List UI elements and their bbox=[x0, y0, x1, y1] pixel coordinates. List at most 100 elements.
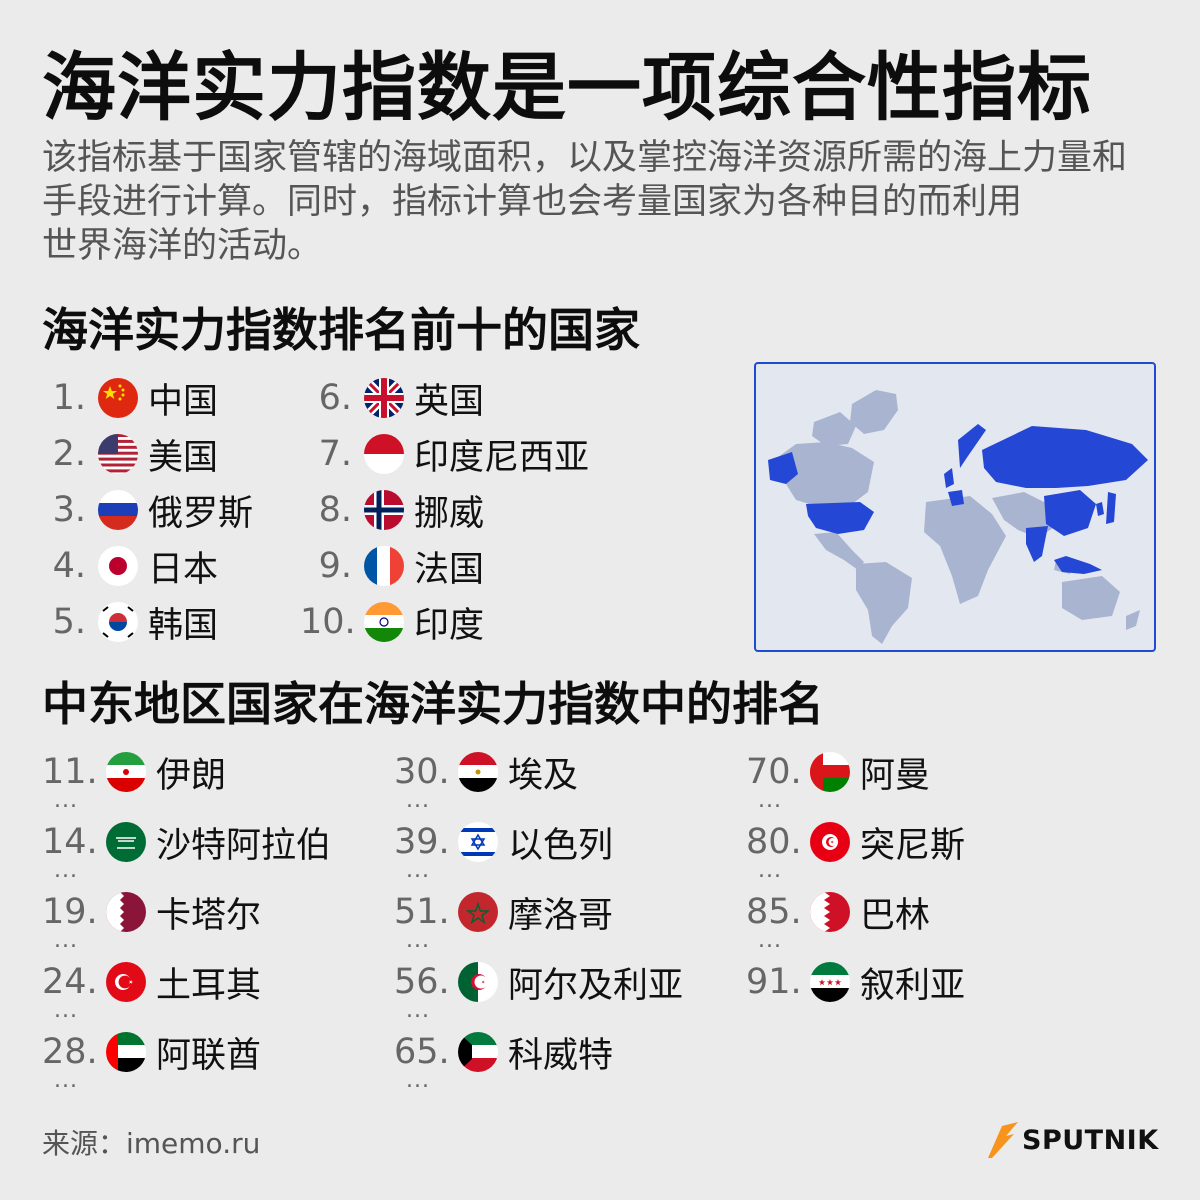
country-name: 突尼斯 bbox=[860, 825, 966, 866]
country-name: 印度尼西亚 bbox=[414, 437, 590, 478]
sputnik-logo-icon bbox=[988, 1122, 1018, 1158]
rank-number: 5. bbox=[52, 602, 86, 642]
country-name: 以色列 bbox=[508, 825, 614, 866]
ranking-row: 6. 英国 bbox=[300, 376, 484, 422]
rank-number: 10. bbox=[300, 602, 356, 642]
middle-east-heading: 中东地区国家在海洋实力指数中的排名 bbox=[42, 677, 824, 731]
ellipsis: ... bbox=[406, 998, 430, 1023]
country-name: 印度 bbox=[414, 605, 485, 646]
egypt-flag-icon bbox=[458, 752, 498, 792]
ranking-row: 85. 巴林 bbox=[746, 890, 930, 936]
country-name: 伊朗 bbox=[156, 755, 227, 796]
country-name: 卡塔尔 bbox=[156, 895, 262, 936]
description-line: 手段进行计算。同时，指标计算也会考量国家为各种目的而利用 bbox=[42, 182, 1023, 222]
ellipsis: ... bbox=[406, 858, 430, 883]
logo-text: SPUTNIK bbox=[1022, 1124, 1159, 1156]
ranking-row: 91. 叙利亚 bbox=[746, 960, 965, 1006]
rank-number: 14. bbox=[42, 822, 98, 862]
rank-number: 3. bbox=[52, 490, 86, 530]
ranking-row: 24. 土耳其 bbox=[42, 960, 261, 1006]
uae-flag-icon bbox=[106, 1032, 146, 1072]
ranking-row: 11. 伊朗 bbox=[42, 750, 226, 796]
country-name: 挪威 bbox=[414, 493, 485, 534]
rank-number: 51. bbox=[394, 892, 450, 932]
france-flag-icon bbox=[364, 546, 404, 586]
ranking-row: 80. 突尼斯 bbox=[746, 820, 965, 866]
country-name: 阿联酋 bbox=[156, 1035, 262, 1076]
ellipsis: ... bbox=[54, 858, 78, 883]
algeria-flag-icon bbox=[458, 962, 498, 1002]
turkey-flag-icon bbox=[106, 962, 146, 1002]
ranking-row: 19. 卡塔尔 bbox=[42, 890, 261, 936]
country-name: 俄罗斯 bbox=[148, 493, 254, 534]
description: 该指标基于国家管辖的海域面积，以及掌控海洋资源所需的海上力量和 手段进行计算。同… bbox=[42, 136, 1172, 268]
page-title: 海洋实力指数是一项综合性指标 bbox=[42, 45, 1092, 131]
ranking-row: 7. 印度尼西亚 bbox=[300, 432, 589, 478]
china-flag-icon bbox=[98, 378, 138, 418]
rank-number: 65. bbox=[394, 1032, 450, 1072]
oman-flag-icon bbox=[810, 752, 850, 792]
ranking-row: 28. 阿联酋 bbox=[42, 1030, 261, 1076]
rank-number: 24. bbox=[42, 962, 98, 1002]
ellipsis: ... bbox=[54, 998, 78, 1023]
country-name: 巴林 bbox=[860, 895, 931, 936]
rank-number: 39. bbox=[394, 822, 450, 862]
sputnik-logo: SPUTNIK bbox=[984, 1118, 1159, 1162]
country-name: 美国 bbox=[148, 437, 219, 478]
country-name: 埃及 bbox=[508, 755, 579, 796]
ranking-row: 1. 中国 bbox=[42, 376, 218, 422]
rank-number: 30. bbox=[394, 752, 450, 792]
iran-flag-icon bbox=[106, 752, 146, 792]
india-flag-icon bbox=[364, 602, 404, 642]
ranking-row: 2. 美国 bbox=[42, 432, 218, 478]
world-map-icon bbox=[768, 390, 1148, 644]
rank-number: 7. bbox=[318, 434, 352, 474]
ranking-row: 51. 摩洛哥 bbox=[394, 890, 613, 936]
syria-flag-icon bbox=[810, 962, 850, 1002]
morocco-flag-icon bbox=[458, 892, 498, 932]
description-line: 世界海洋的活动。 bbox=[42, 226, 323, 266]
rank-number: 2. bbox=[52, 434, 86, 474]
rank-number: 28. bbox=[42, 1032, 98, 1072]
ranking-row: 65. 科威特 bbox=[394, 1030, 613, 1076]
uk-flag-icon bbox=[364, 378, 404, 418]
ellipsis: ... bbox=[758, 788, 782, 813]
ellipsis: ... bbox=[54, 1068, 78, 1093]
country-name: 叙利亚 bbox=[860, 965, 966, 1006]
ellipsis: ... bbox=[758, 928, 782, 953]
indonesia-flag-icon bbox=[364, 434, 404, 474]
norway-flag-icon bbox=[364, 490, 404, 530]
saudi-arabia-flag-icon bbox=[106, 822, 146, 862]
rank-number: 70. bbox=[746, 752, 802, 792]
world-map bbox=[754, 362, 1156, 652]
ellipsis: ... bbox=[758, 858, 782, 883]
rank-number: 4. bbox=[52, 546, 86, 586]
rank-number: 56. bbox=[394, 962, 450, 1002]
ranking-row: 56. 阿尔及利亚 bbox=[394, 960, 683, 1006]
country-name: 法国 bbox=[414, 549, 485, 590]
ranking-row: 14. 沙特阿拉伯 bbox=[42, 820, 331, 866]
country-name: 英国 bbox=[414, 381, 485, 422]
rank-number: 6. bbox=[318, 378, 352, 418]
rank-number: 19. bbox=[42, 892, 98, 932]
rank-number: 9. bbox=[318, 546, 352, 586]
ranking-row: 4. 日本 bbox=[42, 544, 218, 590]
country-name: 阿尔及利亚 bbox=[508, 965, 684, 1006]
ranking-row: 10. 印度 bbox=[300, 600, 484, 646]
ranking-row: 39. 以色列 bbox=[394, 820, 613, 866]
rank-number: 11. bbox=[42, 752, 98, 792]
country-name: 土耳其 bbox=[156, 965, 262, 1006]
country-name: 摩洛哥 bbox=[508, 895, 614, 936]
usa-flag-icon bbox=[98, 434, 138, 474]
top-ten-heading: 海洋实力指数排名前十的国家 bbox=[42, 303, 640, 357]
ellipsis: ... bbox=[406, 1068, 430, 1093]
rank-number: 80. bbox=[746, 822, 802, 862]
ranking-row: 30. 埃及 bbox=[394, 750, 578, 796]
description-line: 该指标基于国家管辖的海域面积，以及掌控海洋资源所需的海上力量和 bbox=[42, 138, 1128, 178]
country-name: 科威特 bbox=[508, 1035, 614, 1076]
ellipsis: ... bbox=[406, 788, 430, 813]
korea-flag-icon bbox=[98, 602, 138, 642]
country-name: 日本 bbox=[148, 549, 219, 590]
country-name: 韩国 bbox=[148, 605, 219, 646]
country-name: 沙特阿拉伯 bbox=[156, 825, 332, 866]
